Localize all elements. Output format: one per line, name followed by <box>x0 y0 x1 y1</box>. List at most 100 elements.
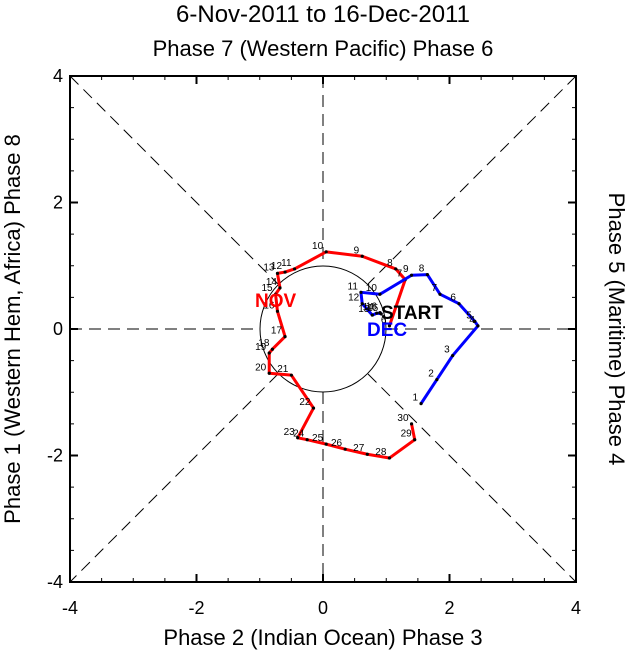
day-label: 13 <box>358 304 370 315</box>
data-point <box>425 273 429 277</box>
data-point <box>438 292 442 296</box>
day-label: 12 <box>271 261 283 272</box>
data-point <box>360 302 364 306</box>
day-label: 11 <box>348 281 359 292</box>
day-label: 10 <box>312 241 324 252</box>
data-point <box>378 292 382 296</box>
x-tick-label: -2 <box>188 598 204 618</box>
start-annotation: START <box>381 303 443 324</box>
data-point <box>275 271 280 275</box>
y-tick-label: -2 <box>47 446 63 466</box>
data-point <box>283 270 287 274</box>
top-axis-label: Phase 7 (Western Pacific) Phase 6 <box>153 36 494 61</box>
day-label: 4 <box>469 315 475 326</box>
day-label: 22 <box>299 397 311 408</box>
data-point <box>292 267 297 271</box>
unit-circle <box>259 265 387 393</box>
right-axis-label: Phase 5 (Maritime) Phase 4 <box>604 193 628 466</box>
x-axis-label: Phase 2 (Indian Ocean) Phase 3 <box>163 625 482 650</box>
day-label: 10 <box>366 283 378 294</box>
data-point <box>273 292 278 296</box>
day-label: 16 <box>366 302 378 313</box>
data-point <box>375 311 379 315</box>
series-line-dec <box>359 273 480 405</box>
day-label: 13 <box>263 262 275 273</box>
data-point <box>270 347 274 351</box>
data-point <box>360 254 364 258</box>
data-point <box>267 351 271 355</box>
data-point <box>365 452 369 456</box>
data-point <box>283 334 287 339</box>
x-tick-label: 2 <box>444 598 454 618</box>
day-label: 1 <box>412 393 418 404</box>
guide-diag-br <box>367 373 577 583</box>
data-point <box>324 250 328 254</box>
day-label: 27 <box>353 443 365 454</box>
data-point <box>378 310 382 315</box>
data-point <box>359 290 363 294</box>
data-point <box>457 302 461 306</box>
day-label: 6 <box>381 315 387 326</box>
data-point <box>435 378 439 382</box>
day-label: 14 <box>363 302 375 313</box>
day-label: 19 <box>255 342 267 353</box>
data-point <box>324 442 328 446</box>
data-point <box>370 313 374 317</box>
data-point <box>394 267 398 271</box>
day-label: 14 <box>266 277 278 288</box>
x-tick-label: 4 <box>571 598 581 618</box>
data-point <box>409 273 414 277</box>
data-point <box>451 353 455 358</box>
data-point <box>311 406 316 410</box>
data-point <box>476 324 480 328</box>
y-tick-label: 0 <box>53 319 63 339</box>
day-label: 23 <box>284 427 296 438</box>
guide-diag-tr <box>367 75 577 285</box>
data-point <box>387 324 392 328</box>
day-label: 7 <box>431 283 437 294</box>
data-point <box>387 456 392 460</box>
chart-title: 6-Nov-2011 to 16-Dec-2011 <box>176 1 470 28</box>
data-point <box>409 422 414 426</box>
y-axis-label: Phase 1 (Western Hem, Africa) Phase 8 <box>0 134 25 524</box>
nov-annotation: NOV <box>255 291 297 312</box>
guide-diag-bl <box>69 373 279 583</box>
day-label: 24 <box>293 429 305 440</box>
data-point <box>289 373 293 377</box>
day-label: 28 <box>375 447 387 458</box>
x-tick-label: 0 <box>318 598 328 618</box>
day-label: 20 <box>255 362 267 373</box>
day-label: 9 <box>354 245 360 256</box>
day-label: 7 <box>397 269 403 280</box>
x-tick-label: -4 <box>62 598 78 618</box>
data-point <box>275 309 280 313</box>
day-label: 6 <box>450 293 456 304</box>
dec-annotation: DEC <box>367 320 407 341</box>
data-point <box>267 371 271 375</box>
day-label: 8 <box>419 264 425 275</box>
data-point <box>343 447 347 451</box>
day-label: 2 <box>428 369 434 380</box>
day-label: 21 <box>277 364 289 375</box>
day-label: 3 <box>444 345 450 356</box>
day-label: 25 <box>312 433 324 444</box>
day-label: 8 <box>387 258 393 269</box>
day-label: 29 <box>401 429 413 440</box>
y-tick-label: 2 <box>53 193 63 213</box>
day-label: 15 <box>367 303 379 314</box>
data-point <box>296 436 300 440</box>
y-tick-label: -4 <box>47 572 63 592</box>
day-label: 5 <box>466 310 472 321</box>
day-label: 26 <box>331 438 343 449</box>
y-tick-label: 4 <box>53 66 63 86</box>
data-point <box>419 402 423 406</box>
day-label: 15 <box>261 283 273 294</box>
data-point <box>305 438 309 442</box>
day-label: 12 <box>348 293 360 304</box>
day-label: 11 <box>281 258 292 269</box>
